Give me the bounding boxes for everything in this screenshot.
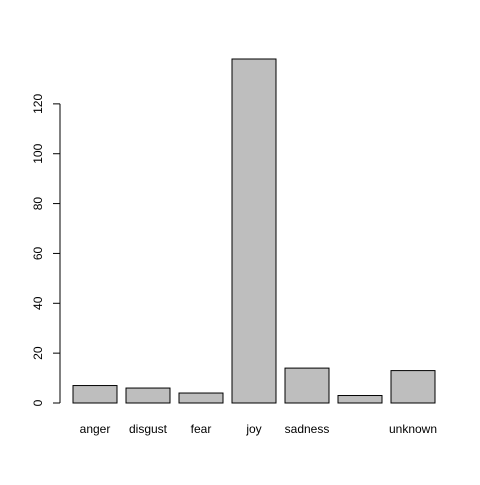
y-tick-label: 80 xyxy=(31,197,45,211)
x-tick-label: joy xyxy=(245,422,261,436)
x-tick-label: disgust xyxy=(129,422,168,436)
y-tick-label: 100 xyxy=(31,143,45,163)
x-tick-label: unknown xyxy=(389,422,437,436)
bar-anger xyxy=(72,385,118,404)
y-tick-label: 0 xyxy=(31,399,45,406)
y-tick-label: 20 xyxy=(31,346,45,360)
bar-fear xyxy=(178,392,224,404)
y-axis: 0 20 40 60 80 100 120 xyxy=(31,94,61,406)
bar-unlabeled-5 xyxy=(337,395,383,404)
bars-layer xyxy=(72,58,436,404)
y-tick-label: 60 xyxy=(31,246,45,260)
bar-unknown xyxy=(390,370,436,404)
x-axis-labels: anger disgust fear joy sadness unknown xyxy=(80,422,437,436)
y-tick-label: 120 xyxy=(31,94,45,114)
bar-joy xyxy=(231,58,277,404)
bar-disgust xyxy=(125,387,171,404)
x-tick-label: fear xyxy=(191,422,212,436)
x-tick-label: sadness xyxy=(285,422,330,436)
x-tick-label: anger xyxy=(80,422,111,436)
bar-sadness xyxy=(284,367,330,404)
y-tick-label: 40 xyxy=(31,296,45,310)
